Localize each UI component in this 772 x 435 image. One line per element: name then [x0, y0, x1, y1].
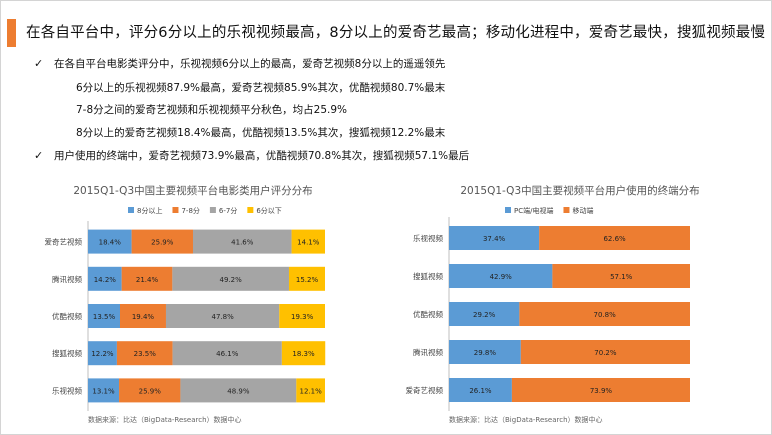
bar-segment	[288, 266, 325, 291]
data-label: 12.1%	[300, 387, 323, 395]
source-note: 数据来源：比达（BigData-Research）数据中心	[88, 415, 242, 424]
data-label: 46.1%	[216, 350, 239, 358]
category-label: 腾讯视频	[52, 274, 82, 284]
legend-label: 7-8分	[181, 206, 199, 215]
bar-segment	[449, 264, 553, 288]
bar-segment	[449, 302, 520, 326]
data-label: 19.4%	[132, 313, 155, 321]
data-label: 41.6%	[231, 239, 254, 247]
bar-segment	[449, 226, 540, 250]
bar-segment	[165, 304, 280, 328]
legend-label: PC端/电视端	[514, 206, 553, 215]
bar-segment	[539, 226, 690, 250]
bar-segment	[519, 302, 690, 326]
bullet-2: ✓ 用户使用的终端中，爱奇艺视频73.9%最高，优酷视频70.8%其次，搜狐视频5…	[34, 148, 469, 163]
bar-segment	[291, 229, 325, 254]
bullet-1-sub-2: 7-8分之间的爱奇艺视频和乐视视频平分秋色，均占25.9%	[76, 104, 348, 116]
data-label: 23.5%	[134, 350, 157, 358]
data-label: 18.3%	[292, 350, 315, 358]
data-label: 57.1%	[610, 273, 633, 281]
data-label: 25.9%	[139, 387, 162, 395]
legend-label: 8分以上	[137, 206, 162, 215]
legend-swatch	[128, 207, 134, 213]
data-label: 14.2%	[94, 276, 117, 284]
bar-segment	[520, 340, 690, 364]
data-label: 14.1%	[297, 239, 320, 247]
category-label: 优酷视频	[413, 309, 443, 319]
check-icon: ✓	[34, 57, 44, 70]
bar-segment	[88, 304, 120, 328]
category-label: 优酷视频	[52, 311, 82, 321]
data-label: 70.2%	[594, 349, 617, 357]
data-label: 48.9%	[227, 387, 250, 395]
bar-segment	[116, 341, 173, 366]
bar-segment	[119, 378, 181, 403]
bar-segment	[192, 229, 292, 254]
category-label: 乐视视频	[52, 385, 82, 395]
data-label: 18.4%	[99, 239, 122, 247]
bar-segment	[131, 229, 193, 254]
category-label: 搜狐视频	[413, 271, 443, 281]
bullet-1-sub-1: 6分以上的乐视视频87.9%最高，爱奇艺视频85.9%其次，优酷视频80.7%最…	[76, 82, 446, 94]
bar-segment	[88, 229, 132, 254]
category-label: 爱奇艺视频	[45, 237, 83, 247]
bar-segment	[88, 341, 117, 366]
chart-title: 2015Q1-Q3中国主要视频平台电影类用户评分分布	[73, 184, 312, 197]
data-label: 49.2%	[220, 276, 243, 284]
data-label: 73.9%	[590, 387, 613, 395]
bar-segment	[281, 341, 326, 366]
bar-segment	[449, 378, 512, 402]
data-label: 13.5%	[93, 313, 116, 321]
bar-segment	[296, 378, 325, 403]
data-label: 26.1%	[469, 387, 492, 395]
category-label: 乐视视频	[413, 233, 443, 243]
legend-swatch	[209, 207, 216, 213]
bullet-2-text: 用户使用的终端中，爱奇艺视频73.9%最高，优酷视频70.8%其次，搜狐视频57…	[54, 150, 470, 162]
bar-segment	[172, 341, 282, 366]
data-label: 19.3%	[291, 313, 314, 321]
category-label: 搜狐视频	[52, 348, 82, 358]
category-label: 腾讯视频	[413, 347, 443, 357]
bar-segment	[279, 304, 325, 328]
page-title: 在各自平台中，评分6分以上的乐视视频最高，8分以上的爱奇艺最高；移动化进程中，爱…	[26, 25, 766, 41]
legend-swatch	[247, 207, 254, 213]
data-label: 42.9%	[490, 273, 513, 281]
data-label: 25.9%	[151, 239, 174, 247]
bullet-1-text: 在各自平台电影类评分中，乐视视频6分以上的最高，爱奇艺视频8分以上的遥遥领先	[54, 58, 446, 70]
data-label: 70.8%	[594, 311, 617, 319]
bar-segment	[552, 264, 690, 288]
data-label: 29.8%	[474, 349, 497, 357]
bullet-1: ✓ 在各自平台电影类评分中，乐视视频6分以上的最高，爱奇艺视频8分以上的遥遥领先	[34, 56, 445, 71]
data-label: 37.4%	[483, 235, 506, 243]
data-label: 62.6%	[603, 235, 626, 243]
legend-label: 6分以下	[256, 206, 281, 215]
legend-swatch	[563, 207, 570, 213]
check-icon: ✓	[34, 149, 44, 162]
legend-label: 6-7分	[219, 206, 237, 215]
bar-segment	[88, 266, 122, 291]
bar-segment	[180, 378, 297, 403]
source-note: 数据来源：比达（BigData-Research）数据中心	[449, 415, 603, 424]
legend-swatch	[172, 207, 179, 213]
bar-segment	[172, 266, 289, 291]
data-label: 47.8%	[211, 313, 234, 321]
data-label: 29.2%	[473, 311, 496, 319]
bullet-1-sub-3: 8分以上的爱奇艺视频18.4%最高，优酷视频13.5%其次，搜狐视频12.2%最…	[76, 127, 446, 139]
title-accent-bar	[7, 19, 16, 47]
data-label: 15.2%	[296, 276, 319, 284]
bar-segment	[121, 266, 173, 291]
device-distribution-chart: 2015Q1-Q3中国主要视频平台用户使用的终端分布 PC端/电视端 移动端乐视视频…	[406, 184, 700, 424]
legend-label: 移动端	[572, 206, 593, 215]
rating-distribution-chart: 2015Q1-Q3中国主要视频平台电影类用户评分分布 8分以上 7-8分 6-7分 6分…	[45, 184, 326, 424]
chart-title: 2015Q1-Q3中国主要视频平台用户使用的终端分布	[460, 184, 699, 197]
data-label: 21.4%	[136, 276, 159, 284]
bar-segment	[449, 340, 521, 364]
data-label: 13.1%	[92, 387, 115, 395]
bar-segment	[88, 378, 120, 403]
bar-segment	[119, 304, 166, 328]
bar-segment	[511, 378, 690, 402]
category-label: 爱奇艺视频	[406, 385, 444, 395]
legend-swatch	[505, 207, 511, 213]
data-label: 12.2%	[91, 350, 114, 358]
